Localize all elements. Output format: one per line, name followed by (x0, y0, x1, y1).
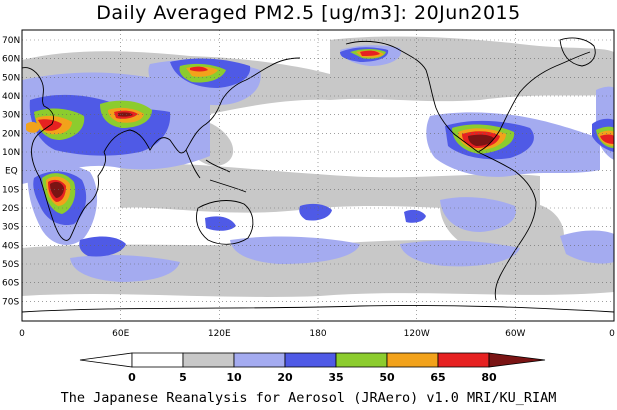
lat-label: 20N (2, 129, 20, 139)
colorbar-label: 80 (481, 371, 497, 384)
coast-north-america (345, 40, 591, 153)
footer-credit: The Japanese Reanalysis for Aerosol (JRA… (60, 390, 557, 406)
coast-south-america (477, 151, 537, 301)
lat-label: 10N (2, 148, 20, 158)
lat-label: 70N (2, 36, 20, 46)
lat-label: 30N (2, 111, 20, 121)
lat-label: 50S (2, 260, 19, 270)
lon-label: 120E (208, 329, 231, 339)
colorbar-label: 20 (277, 371, 293, 384)
lon-label: 120W (404, 329, 430, 339)
lat-label: 30S (2, 223, 19, 233)
lat-label: 40S (2, 241, 19, 251)
lat-label: 50N (2, 73, 20, 83)
coast-australia (196, 200, 254, 245)
lat-axis: 70N 60N 50N 40N 30N 20N 10N EQ 10S 20S 3… (2, 36, 20, 307)
lon-label: 0 (19, 329, 25, 339)
coast-europe-africa (22, 67, 107, 241)
colorbar-segment (233, 352, 286, 368)
coast-asia (103, 57, 301, 154)
lon-grid (120, 30, 516, 321)
lon-label: 60E (112, 329, 129, 339)
colorbar-label: 65 (430, 371, 445, 384)
colorbar-arrow-high (488, 352, 546, 368)
coast-greenland (559, 37, 596, 67)
lon-label: 0 (609, 329, 615, 339)
lat-label: 10S (2, 185, 19, 195)
map-frame (21, 29, 615, 322)
colorbar-arrow-low (79, 352, 133, 368)
colorbar-segment (386, 352, 439, 368)
colorbar-label: 35 (328, 371, 343, 384)
lat-label: 20S (2, 204, 19, 214)
pm25-field (22, 30, 614, 321)
colorbar-label: 10 (226, 371, 242, 384)
lon-label: 60W (505, 329, 525, 339)
lat-label: 60N (2, 55, 20, 65)
colorbar-label: 0 (128, 371, 136, 384)
lat-label: EQ (5, 167, 18, 177)
map-title: Daily Averaged PM2.5 [ug/m3]: 20Jun2015 (96, 2, 521, 24)
colorbar-segment (437, 352, 490, 368)
colorbar-segment (131, 352, 184, 368)
colorbar: 0 5 10 20 35 50 65 80 (79, 352, 546, 384)
colorbar-segment (182, 352, 235, 368)
coast-se-asia (185, 149, 247, 193)
lon-axis: 0 60E 120E 180 120W 60W 0 (19, 329, 615, 339)
colorbar-segment (284, 352, 337, 368)
lon-label: 180 (309, 329, 326, 339)
colorbar-label: 5 (179, 371, 187, 384)
colorbar-segment (335, 352, 388, 368)
lat-label: 40N (2, 92, 20, 102)
lat-label: 70S (2, 297, 19, 307)
coast-antarctica (22, 305, 614, 313)
lat-label: 60S (2, 279, 19, 289)
colorbar-label: 50 (379, 371, 395, 384)
